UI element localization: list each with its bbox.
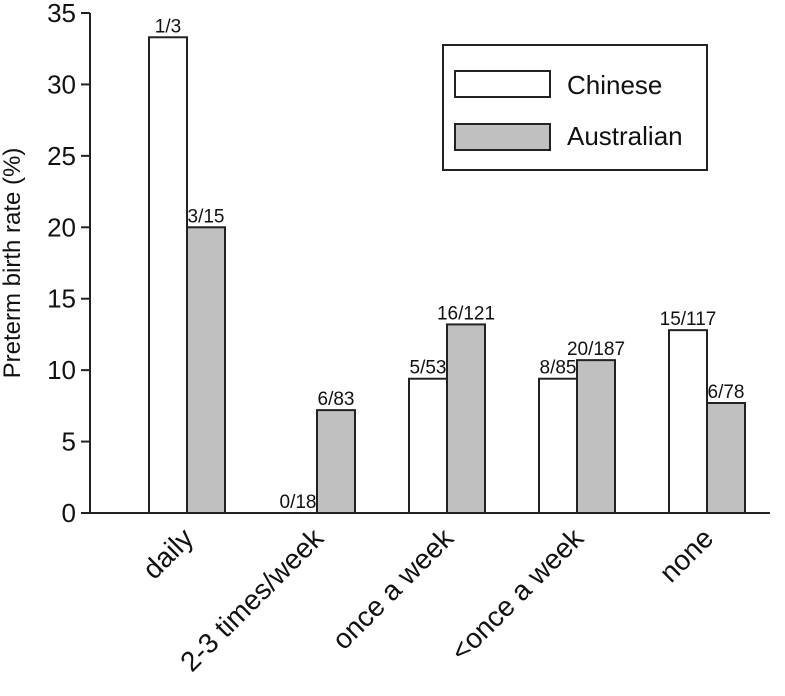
legend-label-chinese: Chinese	[567, 70, 662, 100]
y-tick-label-15: 15	[47, 284, 76, 314]
bar-chinese-daily	[148, 36, 188, 515]
data-label-australian-2-3-times-week: 6/83	[318, 389, 355, 410]
bar-australian-once-a-week	[576, 359, 616, 514]
legend-swatch-australian	[454, 123, 551, 151]
y-tick-label-35: 35	[47, 0, 76, 28]
bar-australian-once-a-week	[446, 323, 486, 514]
y-tick-label-5: 5	[62, 427, 76, 457]
y-axis-label: Preterm birth rate (%)	[0, 148, 26, 379]
axes-layer	[89, 13, 770, 514]
data-label-chinese-daily: 1/3	[155, 16, 181, 37]
data-label-australian-once-a-week: 16/121	[437, 303, 495, 324]
bar-chinese-once-a-week	[408, 377, 448, 515]
data-label-australian-daily: 3/15	[188, 206, 225, 227]
y-tick-label-0: 0	[62, 498, 76, 528]
bar-chinese-none	[668, 329, 708, 514]
y-tick-label-20: 20	[47, 212, 76, 242]
y-tick-label-25: 25	[47, 141, 76, 171]
data-label-chinese-2-3-times-week: 0/18	[280, 492, 317, 513]
x-category-label-none: none	[653, 522, 719, 588]
bar-australian-daily	[186, 226, 226, 515]
data-label-chinese-once-a-week: 8/85	[540, 358, 577, 379]
data-label-australian-once-a-week: 20/187	[567, 339, 625, 360]
y-tick-label-30: 30	[47, 69, 76, 99]
data-label-australian-none: 6/78	[708, 382, 745, 403]
y-tick-label-10: 10	[47, 355, 76, 385]
legend: Chinese Australian	[442, 44, 708, 171]
y-ticks-layer: 0 5 10 15 20 25 30 35	[47, 0, 90, 528]
legend-box	[442, 44, 708, 171]
x-category-label-daily: daily	[137, 522, 200, 585]
x-category-label-once-a-week: once a week	[326, 522, 460, 656]
bar-australian-none	[706, 402, 746, 514]
legend-label-australian: Australian	[567, 121, 683, 151]
data-label-chinese-none: 15/117	[660, 309, 717, 330]
legend-swatch-chinese	[454, 70, 551, 98]
x-category-label-once-a-week: <once a week	[445, 522, 590, 667]
bar-australian-2-3-times-week	[316, 409, 356, 514]
bars-layer	[148, 36, 746, 515]
bar-chinese-once-a-week	[538, 377, 578, 515]
data-label-chinese-once-a-week: 5/53	[410, 358, 447, 379]
